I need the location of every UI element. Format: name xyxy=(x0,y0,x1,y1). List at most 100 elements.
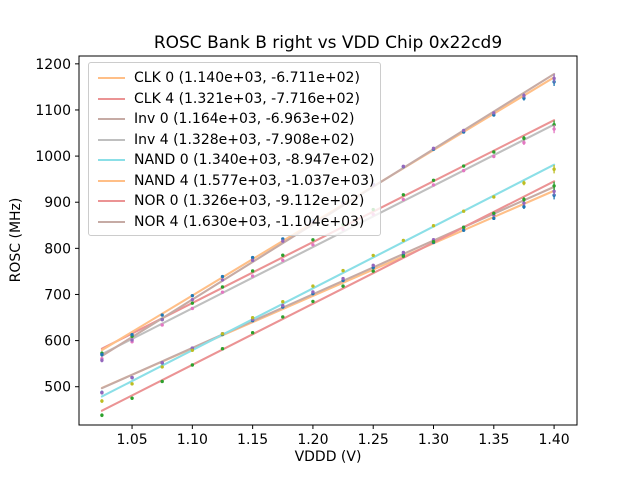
data-point xyxy=(552,127,556,131)
data-point xyxy=(461,225,466,230)
data-point xyxy=(431,239,436,244)
legend-line-swatch xyxy=(98,118,125,121)
data-point xyxy=(250,269,255,273)
data-point xyxy=(401,250,406,255)
data-point xyxy=(311,299,315,304)
data-point xyxy=(281,300,285,304)
data-point xyxy=(522,181,526,185)
x-tick-label: 1.15 xyxy=(237,432,268,448)
data-point xyxy=(281,239,285,243)
data-point xyxy=(461,209,466,213)
data-point xyxy=(190,301,195,305)
data-point xyxy=(492,154,496,159)
data-point xyxy=(160,317,164,322)
x-tick-label: 1.05 xyxy=(116,432,147,448)
y-tick-label: 1000 xyxy=(35,149,71,165)
data-point xyxy=(552,167,556,171)
data-point xyxy=(130,338,134,342)
data-point xyxy=(431,223,436,228)
legend-line-swatch xyxy=(98,97,125,100)
data-point xyxy=(311,284,315,288)
data-point xyxy=(431,178,436,183)
data-point xyxy=(522,96,526,100)
data-point xyxy=(190,363,195,367)
data-point xyxy=(130,332,134,337)
data-point xyxy=(341,276,345,281)
x-axis-label: VDDD (V) xyxy=(294,449,362,465)
y-tick-label: 1100 xyxy=(35,103,71,119)
data-point xyxy=(160,323,164,327)
data-point xyxy=(311,290,315,294)
legend-item: Inv 4 (1.328e+03, -7.908e+02) xyxy=(98,130,372,151)
data-point xyxy=(492,150,496,154)
data-point xyxy=(160,365,164,369)
fit-line-nand-0 xyxy=(100,163,556,398)
x-tick-label: 1.40 xyxy=(539,432,570,448)
data-point xyxy=(250,255,255,260)
data-point xyxy=(250,315,255,320)
legend-item: NOR 4 (1.630e+03, -1.104e+03) xyxy=(98,212,372,233)
legend-label: NOR 4 (1.630e+03, -1.104e+03) xyxy=(134,213,365,230)
data-point xyxy=(492,195,496,199)
legend-label: NOR 0 (1.326e+03, -9.112e+02) xyxy=(134,193,365,210)
data-point xyxy=(281,258,285,263)
data-point xyxy=(100,413,104,417)
data-point xyxy=(190,297,195,302)
data-point xyxy=(100,399,104,403)
legend-label: Inv 4 (1.328e+03, -7.908e+02) xyxy=(134,131,355,148)
data-point xyxy=(431,183,436,187)
data-point xyxy=(281,303,285,308)
data-point xyxy=(311,243,315,247)
data-point xyxy=(522,136,526,140)
legend-label: CLK 4 (1.321e+03, -7.716e+02) xyxy=(134,90,360,107)
data-point xyxy=(220,278,225,282)
y-tick-label: 900 xyxy=(44,195,71,211)
data-point xyxy=(160,313,164,317)
legend-item: Inv 0 (1.164e+03, -6.963e+02) xyxy=(98,109,372,130)
fit-line-inv-4 xyxy=(100,123,556,356)
data-point xyxy=(341,284,345,288)
legend-item: NOR 0 (1.326e+03, -9.112e+02) xyxy=(98,191,372,212)
data-point xyxy=(522,197,526,202)
data-point xyxy=(401,193,406,197)
data-point xyxy=(371,263,375,268)
data-point xyxy=(220,290,225,294)
y-tick-label: 800 xyxy=(44,241,71,257)
data-point xyxy=(130,396,134,400)
legend-item: CLK 0 (1.140e+03, -6.711e+02) xyxy=(98,68,372,89)
data-point xyxy=(461,164,466,168)
data-point xyxy=(100,358,104,363)
chart-title: ROSC Bank B right vs VDD Chip 0x22cd9 xyxy=(153,33,503,53)
legend-item: NAND 4 (1.577e+03, -1.037e+03) xyxy=(98,171,374,192)
data-point xyxy=(401,197,406,202)
legend-item: CLK 4 (1.321e+03, -7.716e+02) xyxy=(98,89,372,110)
data-point xyxy=(401,164,406,169)
data-point xyxy=(311,238,315,242)
data-point xyxy=(250,331,255,335)
data-point xyxy=(401,254,406,258)
legend-line-swatch xyxy=(98,138,125,141)
data-point xyxy=(552,76,556,81)
y-tick-label: 500 xyxy=(44,380,71,396)
data-point xyxy=(552,189,556,194)
data-point xyxy=(492,216,496,221)
data-point xyxy=(160,360,164,365)
legend-line-swatch xyxy=(98,200,125,203)
x-tick-label: 1.25 xyxy=(358,432,389,448)
legend-label: Inv 0 (1.164e+03, -6.963e+02) xyxy=(134,111,355,128)
y-tick-label: 700 xyxy=(44,287,71,303)
data-point xyxy=(130,375,134,380)
data-point xyxy=(552,184,556,188)
data-point xyxy=(492,111,496,115)
legend-label: CLK 0 (1.140e+03, -6.711e+02) xyxy=(134,70,360,87)
y-tick-label: 600 xyxy=(44,334,71,350)
data-point xyxy=(461,168,466,173)
legend-line-swatch xyxy=(98,179,125,182)
data-point xyxy=(522,140,526,145)
legend-line-swatch xyxy=(98,220,125,223)
data-point xyxy=(220,347,225,351)
data-point xyxy=(190,293,195,298)
data-point xyxy=(190,348,195,352)
